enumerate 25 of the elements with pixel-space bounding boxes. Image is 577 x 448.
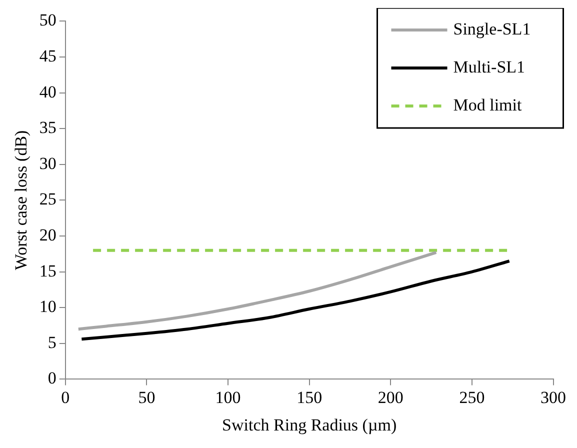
y-tick-label: 15	[39, 261, 56, 280]
legend-label: Mod limit	[453, 95, 522, 114]
x-tick-label: 100	[215, 388, 241, 407]
line-series	[80, 260, 511, 341]
y-tick-label: 25	[39, 190, 56, 209]
x-tick-label: 250	[459, 388, 485, 407]
y-tick-label: 35	[39, 118, 56, 138]
line-series	[76, 250, 438, 331]
x-tick-label: 0	[61, 388, 70, 407]
y-tick-label: 10	[39, 297, 56, 316]
y-tick-label: 30	[39, 154, 56, 173]
x-tick-label: 200	[378, 388, 404, 407]
x-tick-label: 150	[296, 388, 322, 407]
y-tick-label: 50	[39, 10, 56, 30]
y-tick-label: 5	[48, 332, 56, 352]
y-tick-label: 20	[39, 225, 56, 244]
y-tick-label: 40	[39, 82, 56, 102]
x-axis-title: Switch Ring Radius (µm)	[222, 415, 397, 434]
x-tick-label: 50	[138, 388, 156, 407]
y-tick-label: 0	[48, 368, 56, 388]
legend-label: Single-SL1	[453, 19, 531, 38]
x-tick-label: 300	[540, 388, 566, 407]
legend-label: Multi-SL1	[453, 57, 526, 76]
y-tick-label: 45	[39, 46, 56, 66]
y-axis-title: Worst case loss (dB)	[12, 130, 31, 270]
